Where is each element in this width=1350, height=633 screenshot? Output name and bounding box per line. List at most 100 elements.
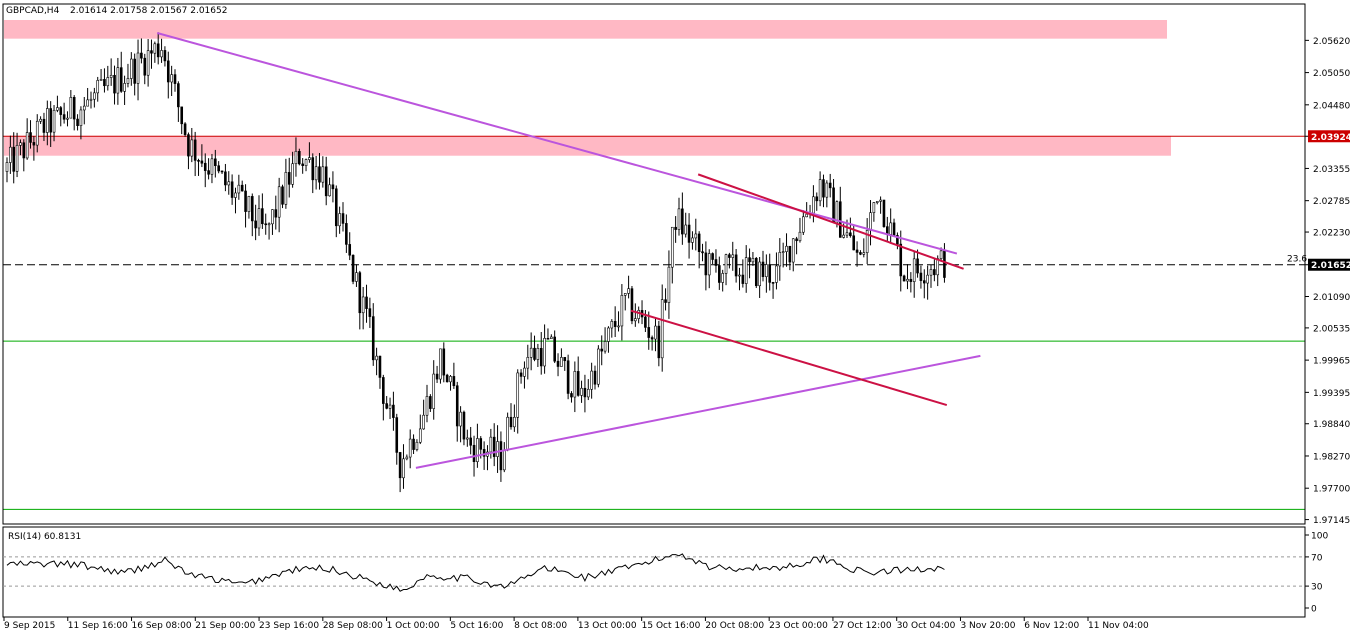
price-tick-label: 1.98270 [1313, 452, 1350, 462]
candle-body [563, 357, 567, 362]
candle-body [130, 58, 133, 79]
candle-body [267, 223, 271, 226]
candle-body [667, 266, 671, 303]
candle-body [153, 43, 157, 54]
candle-body [345, 223, 348, 245]
candle-body [123, 83, 126, 92]
time-tick-label: 3 Nov 20:00 [960, 621, 1015, 631]
candle-body [254, 220, 257, 229]
candle-body [69, 97, 73, 119]
candle-body [748, 257, 751, 263]
price-tick-label: 2.02230 [1313, 229, 1350, 239]
candle-body [341, 213, 345, 224]
trendlines [156, 32, 981, 469]
candle-body [388, 404, 392, 409]
candle-body [731, 254, 735, 258]
candle-body [264, 223, 268, 226]
candle-body [22, 142, 26, 159]
candle-body [334, 188, 338, 227]
time-tick-label: 5 Oct 16:00 [450, 621, 503, 631]
candle-body [442, 348, 446, 376]
candle-body [718, 265, 721, 283]
candle-body [550, 336, 553, 339]
candle-body [576, 371, 580, 396]
candle-body [828, 182, 832, 189]
candle-body [906, 278, 909, 282]
candle-body [193, 139, 197, 161]
candle-body [704, 252, 708, 276]
candle-body [166, 60, 170, 83]
candle-body [432, 373, 436, 409]
candle-body [734, 254, 738, 277]
price-panel-frame [2, 3, 1306, 525]
candle-body [896, 235, 899, 245]
candle-body [395, 417, 399, 453]
candle-body [351, 254, 355, 282]
candle-body [412, 438, 415, 450]
candle-body [634, 318, 637, 322]
candle-body [227, 181, 231, 186]
candle-body [738, 274, 741, 277]
candle-body [818, 179, 822, 202]
candle-body [445, 374, 449, 383]
candle-body [701, 251, 704, 254]
candle-body [378, 355, 382, 378]
candle-body [385, 403, 388, 409]
candle-body [489, 436, 493, 453]
candle-body [929, 269, 933, 276]
candle-body [106, 77, 110, 87]
candle-body [603, 341, 607, 352]
time-tick-label: 11 Sep 16:00 [68, 621, 128, 631]
candle-body [771, 282, 775, 284]
candle-body [623, 293, 627, 296]
candle-body [321, 166, 325, 183]
candle-body [274, 209, 278, 218]
candle-body [802, 216, 805, 233]
candle-body [499, 441, 503, 471]
candle-body [812, 196, 815, 214]
candle-body [526, 357, 530, 369]
candle-body [902, 275, 906, 282]
candle-body [513, 416, 516, 428]
candle-body [647, 327, 651, 338]
price-tick-label: 2.05050 [1313, 69, 1350, 79]
candle-body [284, 172, 288, 205]
candle-body [39, 118, 42, 122]
candle-body [224, 171, 227, 186]
candle-body [798, 231, 802, 242]
chart-header-symbol: GBPCAD,H4 [6, 6, 60, 16]
rsi-line [6, 553, 945, 592]
candle-body [580, 387, 583, 396]
candle-body [358, 272, 362, 314]
candle-body [93, 92, 96, 100]
fib-level-note: 23.6 [1287, 255, 1307, 265]
candle-body [375, 355, 378, 361]
candle-body [892, 222, 896, 236]
candle-body [5, 162, 9, 172]
candle-body [711, 253, 714, 260]
candle-body [466, 437, 469, 440]
candle-body [845, 232, 849, 236]
candle-body [29, 132, 32, 143]
candle-body [865, 230, 869, 253]
price-tick-label: 2.05620 [1313, 37, 1350, 47]
candle-body [173, 74, 177, 84]
candle-body [318, 166, 321, 183]
candle-body [933, 269, 936, 276]
rsi-panel-frame [2, 526, 1306, 618]
candle-body [113, 74, 116, 94]
candle-body [573, 371, 577, 398]
candle-body [86, 99, 89, 107]
candle-body [872, 202, 876, 213]
candle-body [156, 43, 160, 58]
candle-body [724, 254, 728, 274]
candle-body [610, 321, 614, 329]
candle-body [314, 166, 318, 181]
candle-body [46, 108, 49, 133]
candle-body [237, 184, 241, 194]
price-tick-label: 2.04480 [1313, 101, 1350, 111]
candle-body [392, 404, 395, 418]
trendline [156, 32, 958, 255]
candle-body [943, 250, 946, 278]
